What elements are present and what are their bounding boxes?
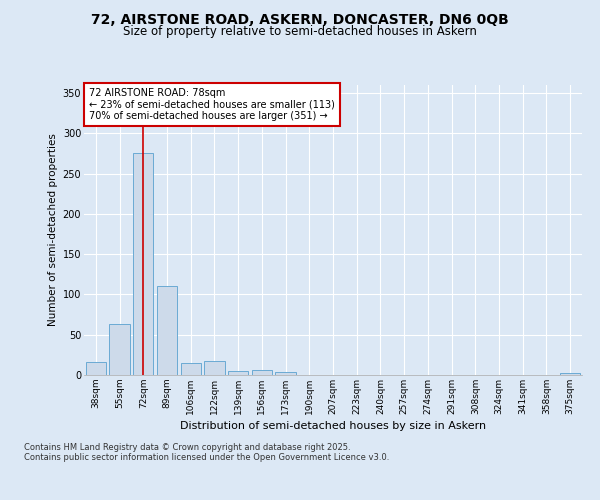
Text: 72, AIRSTONE ROAD, ASKERN, DONCASTER, DN6 0QB: 72, AIRSTONE ROAD, ASKERN, DONCASTER, DN… <box>91 12 509 26</box>
Bar <box>560 374 580 375</box>
Bar <box>133 154 154 375</box>
X-axis label: Distribution of semi-detached houses by size in Askern: Distribution of semi-detached houses by … <box>180 421 486 431</box>
Bar <box>275 372 296 375</box>
Text: Contains public sector information licensed under the Open Government Licence v3: Contains public sector information licen… <box>24 452 389 462</box>
Bar <box>228 371 248 375</box>
Bar <box>205 360 224 375</box>
Y-axis label: Number of semi-detached properties: Number of semi-detached properties <box>49 134 58 326</box>
Bar <box>157 286 177 375</box>
Bar <box>252 370 272 375</box>
Text: 72 AIRSTONE ROAD: 78sqm
← 23% of semi-detached houses are smaller (113)
70% of s: 72 AIRSTONE ROAD: 78sqm ← 23% of semi-de… <box>89 88 335 121</box>
Text: Size of property relative to semi-detached houses in Askern: Size of property relative to semi-detach… <box>123 25 477 38</box>
Bar <box>181 363 201 375</box>
Bar <box>86 362 106 375</box>
Text: Contains HM Land Registry data © Crown copyright and database right 2025.: Contains HM Land Registry data © Crown c… <box>24 442 350 452</box>
Bar <box>109 324 130 375</box>
